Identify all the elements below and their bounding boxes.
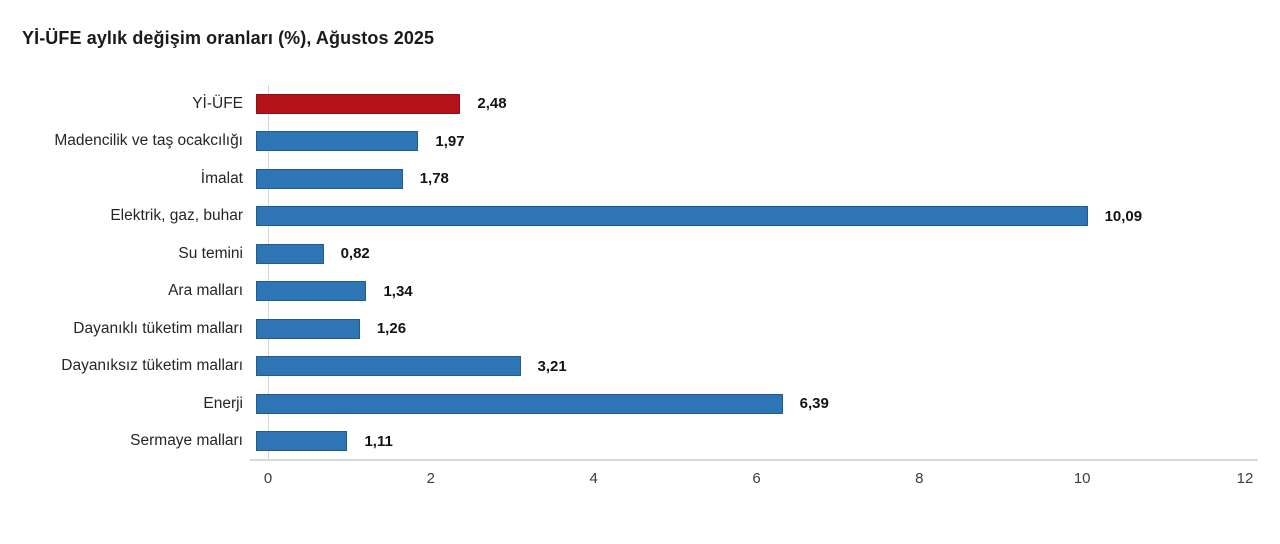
chart-row: Enerji 6,39 [0,385,1245,423]
value-label: 1,26 [376,320,407,338]
chart-rows: Yİ-ÜFE 2,48 Madencilik ve taş ocakcılığı 1,… [0,85,1245,460]
bar [256,131,419,152]
bar [256,393,783,414]
chart-row: Yİ-ÜFE 2,48 [0,85,1245,123]
x-axis-ticks: 0 2 4 6 8 10 12 [264,470,1254,492]
bar-highlight [256,93,461,114]
category-label: Enerji [203,394,243,412]
value-label: 1,34 [383,282,413,300]
bar [256,281,367,302]
chart-row: Ara malları 1,34 [0,273,1245,311]
bar-track: 0,82 [256,235,1245,273]
category-label: Sermaye malları [130,432,243,450]
category-label: İmalat [200,169,243,187]
value-label: 6,39 [799,395,829,413]
chart-row: Elektrik, gaz, buhar 10,09 [0,198,1245,236]
chart-row: Su temini 0,82 [0,235,1245,273]
y-axis-line [268,85,269,460]
chart-row: Madencilik ve taş ocakcılığı 1,97 [0,123,1245,161]
x-tick-label: 2 [426,470,435,487]
category-label: Dayanıksız tüketim malları [61,357,243,375]
bar-track: 3,21 [256,348,1245,386]
category-label: Elektrik, gaz, buhar [110,207,243,225]
x-tick-label: 12 [1236,470,1254,487]
bar-track: 10,09 [256,198,1245,236]
bar-track: 1,26 [256,310,1245,348]
value-label: 3,21 [537,357,567,375]
value-label: 1,97 [435,132,465,150]
category-label: Su temini [178,244,243,262]
category-label: Ara malları [168,282,243,300]
chart-row: Dayanıksız tüketim malları 3,21 [0,348,1245,386]
value-label: 1,11 [364,432,393,450]
bar-track: 1,78 [256,160,1245,198]
bar-track: 1,34 [256,273,1245,311]
x-tick-label: 4 [589,470,598,487]
x-tick-label: 0 [263,470,273,487]
chart-row: İmalat 1,78 [0,160,1245,198]
bar [256,243,324,264]
bar-track: 2,48 [256,85,1245,123]
value-label: 0,82 [340,245,370,263]
chart-row: Dayanıklı tüketim malları 1,26 [0,310,1245,348]
value-label: 2,48 [477,95,507,113]
x-tick-label: 6 [752,470,761,487]
value-label: 1,78 [419,170,449,188]
category-label: Dayanıklı tüketim malları [73,319,243,337]
chart-title: Yİ-ÜFE aylık değişim oranları (%), Ağust… [22,28,435,48]
category-label: Madencilik ve taş ocakcılığı [54,132,243,150]
bar-track: 6,39 [256,385,1245,423]
bar-track: 1,97 [256,123,1245,161]
bar [256,206,1088,227]
bar [256,356,521,377]
x-axis-line [250,459,1258,461]
x-tick-label: 10 [1073,470,1091,487]
bar-track: 1,11 [256,423,1245,461]
chart-row: Sermaye malları 1,11 [0,423,1245,461]
bar [256,318,360,339]
category-label: Yİ-ÜFE [192,94,243,112]
x-tick-label: 8 [915,470,924,487]
value-label: 10,09 [1104,207,1143,225]
bar [256,168,403,189]
bar [256,431,348,452]
